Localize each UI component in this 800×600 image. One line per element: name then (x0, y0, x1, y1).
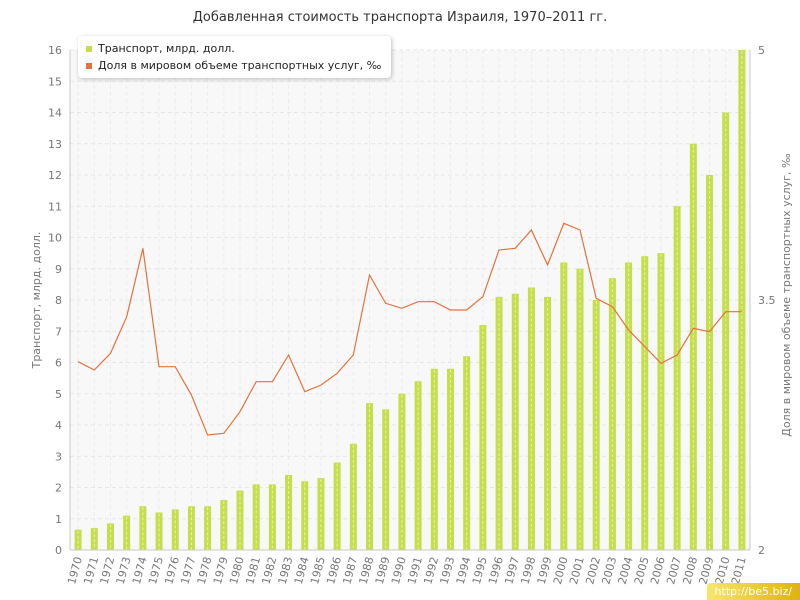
y-left-tick-label: 5 (55, 388, 62, 401)
bar (446, 368, 454, 550)
y-right-tick-label: 5 (758, 44, 765, 57)
y-left-tick-label: 16 (48, 44, 62, 57)
bar (236, 490, 244, 550)
chart-title: Добавленная стоимость транспорта Израиля… (192, 10, 608, 25)
bar (592, 300, 600, 550)
y-axis-left-title: Транспорт, млрд. долл. (30, 232, 43, 370)
y-left-tick-label: 10 (48, 232, 62, 245)
legend-swatch-bars (86, 45, 92, 52)
y-left-tick-label: 1 (55, 513, 62, 526)
watermark-link[interactable]: http://be5.biz/ (706, 583, 800, 600)
bar (171, 509, 179, 550)
y-left-tick-label: 4 (55, 419, 62, 432)
bar (317, 478, 325, 550)
y-left-tick-label: 8 (55, 294, 62, 307)
bar (220, 500, 228, 550)
bar (576, 268, 584, 550)
bar (414, 381, 422, 550)
y-right-tick-label: 2 (758, 544, 765, 557)
y-axis-right-title: Доля в мировом объеме транспортных услуг… (780, 153, 793, 437)
bar (90, 528, 98, 550)
bar (738, 50, 746, 550)
legend-swatch-line (86, 62, 92, 69)
y-left-tick-label: 7 (55, 325, 62, 338)
y-left-tick-label: 9 (55, 263, 62, 276)
legend-label-line: Доля в мировом объеме транспортных услуг… (98, 59, 382, 72)
legend: Транспорт, млрд. долл. Доля в мировом об… (78, 36, 392, 78)
line-series (77, 222, 742, 436)
legend-label-bars: Транспорт, млрд. долл. (98, 42, 235, 55)
y-left-tick-label: 3 (55, 450, 62, 463)
bar (430, 368, 438, 550)
y-axis-right: 23.55 (749, 44, 776, 557)
bar (382, 409, 390, 550)
bar (608, 278, 616, 550)
y-left-tick-label: 13 (48, 138, 62, 151)
y-left-tick-label: 0 (55, 544, 62, 557)
bar (301, 481, 309, 550)
y-left-tick-label: 2 (55, 482, 62, 495)
y-left-tick-label: 11 (48, 200, 62, 213)
bar (74, 529, 82, 550)
legend-item-bars: Транспорт, млрд. долл. (86, 40, 381, 57)
y-right-tick-label: 3.5 (758, 294, 776, 307)
y-left-tick-label: 15 (48, 75, 62, 88)
x-axis: 1970197119721973197419751976197719781979… (65, 549, 750, 586)
y-left-tick-label: 14 (48, 107, 62, 120)
bar-series (74, 50, 746, 550)
legend-item-line: Доля в мировом объеме транспортных услуг… (86, 57, 381, 74)
y-left-tick-label: 12 (48, 169, 62, 182)
y-left-tick-label: 6 (55, 357, 62, 370)
